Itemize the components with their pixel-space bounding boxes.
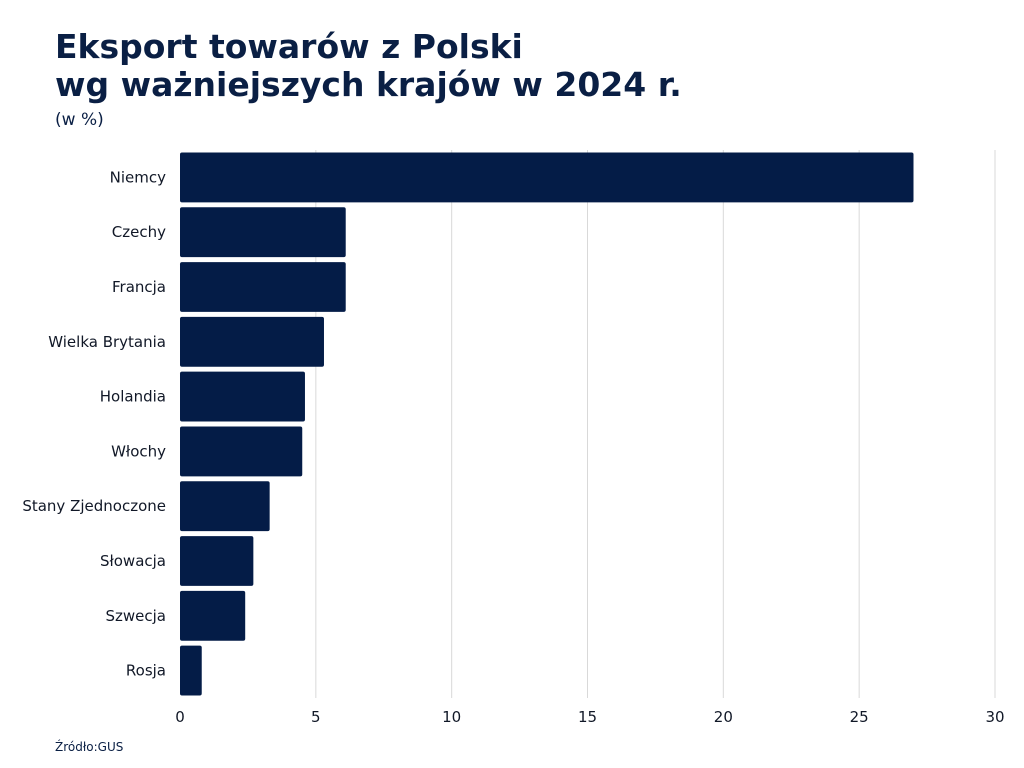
category-label-7: Stany Zjednoczone	[22, 497, 166, 515]
category-label-9: Szwecja	[106, 607, 167, 625]
x-tick-label-30: 30	[985, 708, 1004, 726]
category-label-10: Rosja	[126, 662, 166, 680]
chart-title-line-2: wg ważniejszych krajów w 2024 r.	[55, 65, 682, 104]
chart-title-line-1: Eksport towarów z Polski	[55, 27, 523, 66]
bar-8	[180, 536, 254, 586]
bars	[180, 152, 914, 696]
category-label-3: Francja	[112, 278, 166, 296]
bar-7	[180, 481, 270, 532]
bar-2	[180, 207, 346, 258]
source-note: Źródło:GUS	[55, 740, 124, 754]
category-label-2: Czechy	[112, 223, 166, 241]
chart-title: Eksport towarów z Polski wg ważniejszych…	[55, 28, 682, 104]
x-tick-label-25: 25	[850, 708, 869, 726]
x-tick-label-20: 20	[714, 708, 733, 726]
bar-6	[180, 426, 303, 477]
bar-4	[180, 316, 324, 367]
bar-5	[180, 371, 305, 422]
category-labels: Niemcy Czechy Francja Wielka Brytania Holand…	[22, 168, 166, 679]
category-label-1: Niemcy	[110, 168, 166, 186]
x-axis-tick-labels: 0 5 10 15 20 25 30	[175, 708, 1004, 726]
category-label-4: Wielka Brytania	[48, 333, 166, 351]
bar-1	[180, 152, 914, 203]
x-tick-label-0: 0	[175, 708, 185, 726]
x-tick-label-5: 5	[311, 708, 321, 726]
chart-subtitle: (w %)	[55, 110, 104, 130]
bar-9	[180, 590, 246, 641]
bar-10	[180, 645, 202, 696]
category-label-5: Holandia	[100, 388, 166, 406]
x-tick-label-15: 15	[578, 708, 597, 726]
bar-3	[180, 262, 346, 312]
category-label-8: Słowacja	[100, 552, 166, 570]
grid-lines	[315, 150, 996, 698]
category-label-6: Włochy	[111, 442, 166, 460]
x-tick-label-10: 10	[442, 708, 461, 726]
